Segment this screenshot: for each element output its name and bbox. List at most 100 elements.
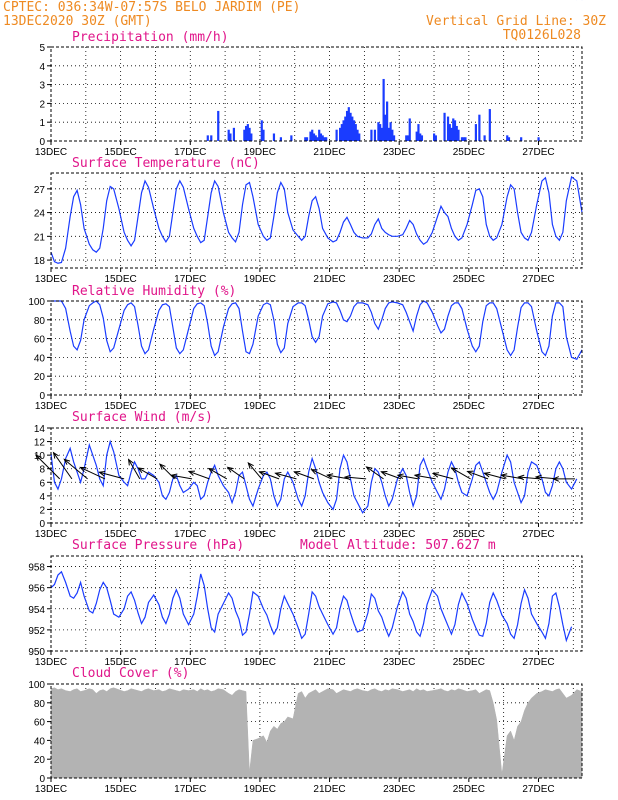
precip-bar xyxy=(384,114,387,141)
wind-arrow-head xyxy=(170,473,178,479)
pres-xtick-label: 19DEC xyxy=(244,657,276,668)
wind-arrow xyxy=(53,452,73,480)
precip-bar xyxy=(434,135,437,141)
cloud-panel: Cloud Cover (%) 0 20 40 60 80 100 13DEC 15DEC 17D… xyxy=(28,666,583,795)
wind-arrow xyxy=(227,466,245,480)
cloud-xtick-label: 21DEC xyxy=(313,784,345,795)
wind-arrow-head xyxy=(413,473,421,479)
wind-arrow-head xyxy=(380,470,388,477)
pres-xtick-label: 13DEC xyxy=(35,657,67,668)
wind-arrow-head xyxy=(365,466,373,473)
pres-xtick-label: 27DEC xyxy=(522,657,554,668)
wind-frame xyxy=(50,427,583,524)
precip-bar xyxy=(316,137,319,141)
cloud-ytick-label: 40 xyxy=(34,736,46,747)
wind-arrow-head xyxy=(466,470,474,476)
precip-bar xyxy=(488,109,491,141)
precip-bar xyxy=(340,124,343,141)
precip-bar xyxy=(462,137,465,141)
temp-xtick-label: 23DEC xyxy=(383,274,415,285)
wind-arrow xyxy=(381,471,402,480)
wind-arrow xyxy=(432,473,454,480)
precip-bar xyxy=(420,135,424,141)
precip-bar xyxy=(347,107,350,141)
precip-bar xyxy=(537,137,540,141)
date-header: 13DEC2020 30Z (GMT) xyxy=(3,14,152,29)
precip-bar xyxy=(260,120,263,141)
wind-arrow-head xyxy=(158,463,166,470)
wind-arrow-head xyxy=(310,469,318,475)
wind-xtick-label: 25DEC xyxy=(453,529,485,540)
precip-xtick-label: 21DEC xyxy=(313,147,345,158)
precip-bar xyxy=(279,137,283,141)
precip-bar xyxy=(232,127,236,141)
wind-arrow xyxy=(327,474,349,480)
rh-xtick-label: 13DEC xyxy=(35,401,67,412)
pres-xtick-label: 21DEC xyxy=(313,657,345,668)
wind-arrow-head xyxy=(293,470,301,477)
rh-xtick-label: 27DEC xyxy=(522,401,554,412)
precip-bar xyxy=(389,122,392,141)
rh-ytick-label: 0 xyxy=(39,391,45,402)
precip-bar xyxy=(377,122,380,141)
wind-arrow xyxy=(397,474,419,480)
wind-arrow-head xyxy=(63,458,71,465)
cloud-ytick-label: 60 xyxy=(34,718,46,729)
precip-ytick-label: 3 xyxy=(39,81,45,92)
wind-arrow xyxy=(451,467,471,480)
temp-xtick-label: 15DEC xyxy=(105,274,137,285)
rh-panel: Relative Humidity (%) 0 20 40 60 80 100 13DEC 15… xyxy=(28,284,583,412)
wind-arrow-head xyxy=(79,466,87,473)
rh-line xyxy=(51,300,583,361)
temp-xtick-label: 27DEC xyxy=(522,274,554,285)
wind-arrow xyxy=(171,474,193,480)
precip-bar xyxy=(391,129,394,141)
cloud-xtick-label: 17DEC xyxy=(174,784,206,795)
precip-bar xyxy=(417,124,420,141)
rh-title: Relative Humidity (%) xyxy=(72,284,236,299)
precip-bar xyxy=(351,116,354,141)
wind-arrow-head xyxy=(274,471,282,478)
wind-xtick-label: 23DEC xyxy=(383,529,415,540)
precip-bar xyxy=(314,135,317,141)
precip-bar xyxy=(342,120,345,141)
precip-bar xyxy=(246,124,249,141)
pres-xtick-label: 23DEC xyxy=(383,657,415,668)
wind-arrow xyxy=(159,463,175,480)
precip-xtick-label: 19DEC xyxy=(244,147,276,158)
precip-bar xyxy=(323,137,326,141)
precip-bar xyxy=(358,133,361,141)
pres-ytick-label: 954 xyxy=(28,605,45,616)
wind-arrow xyxy=(35,454,61,480)
wind-ytick-label: 4 xyxy=(39,492,45,503)
temp-ytick-label: 18 xyxy=(34,256,46,267)
temp-xtick-label: 25DEC xyxy=(453,274,485,285)
cloud-frame xyxy=(50,683,583,779)
precip-bar xyxy=(464,137,467,141)
precip-bar xyxy=(507,137,511,141)
precip-bar xyxy=(344,116,347,141)
precip-bar xyxy=(354,124,357,141)
rh-xtick-label: 21DEC xyxy=(313,401,345,412)
precip-bar xyxy=(483,135,486,141)
precip-bar xyxy=(311,129,314,141)
temp-ytick-label: 24 xyxy=(34,209,46,220)
precip-bar xyxy=(460,137,464,141)
precip-frame xyxy=(50,46,583,142)
station-header: CPTEC: 036:34W-07:57S BELO JARDIM (PE) xyxy=(3,0,300,15)
precip-bar xyxy=(379,124,382,141)
precip-bar xyxy=(446,116,450,141)
grid-note: Vertical Grid Line: 30Z xyxy=(426,14,606,29)
temp-xtick-label: 19DEC xyxy=(244,274,276,285)
precip-ytick-label: 1 xyxy=(39,118,45,129)
precip-bar xyxy=(474,124,477,141)
cloud-xtick-label: 15DEC xyxy=(105,784,137,795)
wind-ytick-label: 6 xyxy=(39,478,45,489)
wind-arrow-head xyxy=(247,461,254,469)
model-code: TQ0126L028 xyxy=(503,28,581,43)
wind-arrow xyxy=(63,458,88,480)
precip-bar xyxy=(309,131,312,141)
precip-xtick-label: 15DEC xyxy=(105,147,137,158)
wind-arrow xyxy=(138,467,158,480)
